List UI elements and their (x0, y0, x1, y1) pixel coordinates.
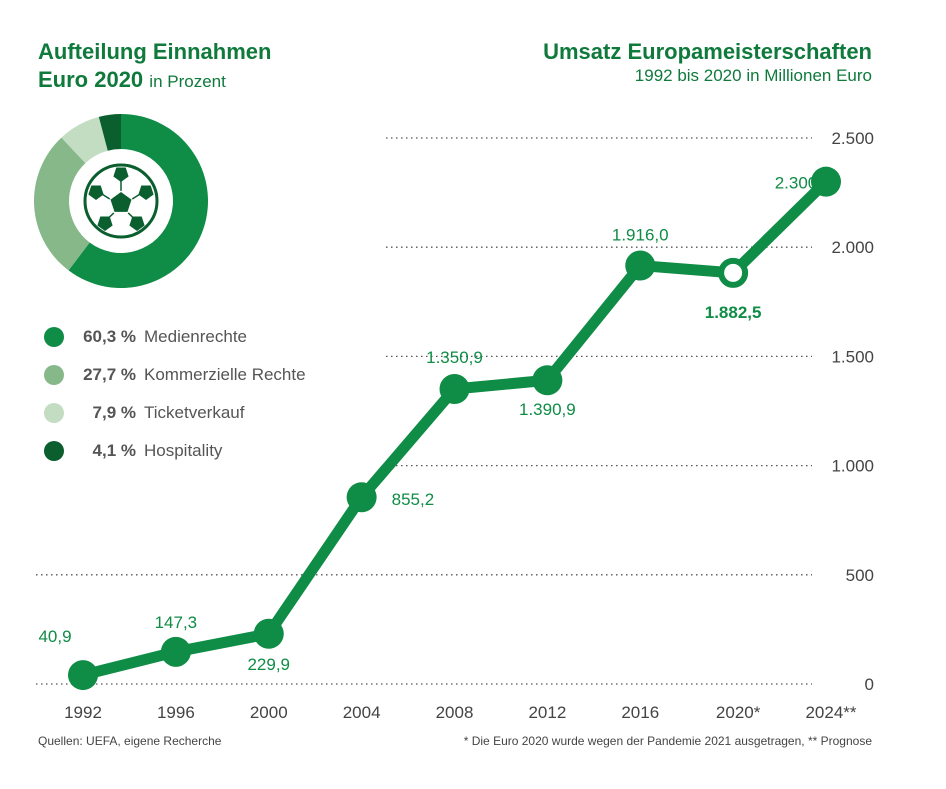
y-tick-label: 2.000 (831, 238, 874, 257)
legend-item: 27,7 % Kommerzielle Rechte (44, 356, 306, 394)
legend-percent: 4,1 % (92, 441, 136, 460)
x-tick-label: 2000 (250, 703, 288, 722)
y-tick-label: 1.000 (831, 457, 874, 476)
data-label: 1.350,9 (426, 348, 483, 367)
data-label: 1.916,0 (612, 226, 669, 245)
source-note: Quellen: UEFA, eigene Recherche (38, 734, 222, 748)
pie-title-suffix: in Prozent (149, 72, 226, 91)
legend-label: Ticketverkauf (144, 403, 245, 422)
legend-label: Kommerzielle Rechte (144, 365, 306, 384)
data-label: 147,3 (155, 613, 198, 632)
data-label: 1.390,9 (519, 400, 576, 419)
x-tick-label: 2024** (805, 703, 856, 722)
legend-percent: 7,9 % (92, 403, 136, 422)
data-point (346, 482, 377, 513)
data-label: 1.882,5 (705, 303, 762, 322)
footnote: * Die Euro 2020 wurde wegen der Pandemie… (463, 734, 872, 748)
line-chart-title: Umsatz Europameisterschaften (543, 39, 872, 64)
y-tick-label: 0 (865, 675, 874, 694)
x-tick-label: 2012 (528, 703, 566, 722)
legend-label: Medienrechte (144, 327, 248, 346)
x-tick-label: 2008 (436, 703, 474, 722)
legend-item: 4,1 % Hospitality (44, 432, 306, 470)
donut-chart (34, 114, 208, 288)
legend-percent: 27,7 % (83, 365, 136, 384)
y-tick-label: 500 (846, 566, 874, 585)
pie-slice-3 (98, 114, 121, 151)
soccer-ball-icon (83, 163, 159, 239)
legend-item: 60,3 % Medienrechte (44, 318, 306, 356)
pie-title-line2: Euro 2020 (38, 67, 144, 92)
legend-swatch (44, 365, 64, 385)
pie-legend: 60,3 % Medienrechte 27,7 % Kommerzielle Rec… (44, 318, 306, 470)
pie-slice-0 (68, 114, 208, 288)
x-tick-label: 1996 (157, 703, 195, 722)
x-tick-label: 2004 (343, 703, 381, 722)
data-point-highlight (718, 257, 749, 288)
y-tick-label: 1.500 (831, 347, 874, 366)
data-point (625, 250, 656, 281)
data-label: 855,2 (392, 490, 435, 509)
legend-swatch (44, 441, 64, 461)
y-tick-label: 2.500 (831, 129, 874, 148)
data-label: 40,9 (38, 627, 71, 646)
pie-slice-2 (61, 116, 108, 164)
line-chart-subtitle: 1992 bis 2020 in Millionen Euro (634, 66, 872, 85)
x-tick-label: 1992 (64, 703, 102, 722)
data-point (532, 365, 563, 396)
legend-percent: 60,3 % (83, 327, 136, 346)
data-point (160, 636, 191, 667)
x-tick-label: 2016 (621, 703, 659, 722)
pie-slice-1 (34, 137, 90, 271)
pie-chart-title: Aufteilung Einnahmen Euro 2020 in Prozen… (38, 38, 271, 96)
data-label: 2.300 (775, 174, 818, 193)
x-tick-label: 2020* (716, 703, 761, 722)
data-point (439, 373, 470, 404)
data-label: 229,9 (247, 655, 290, 674)
data-point (68, 660, 98, 691)
legend-swatch (44, 327, 64, 347)
legend-label: Hospitality (144, 441, 223, 460)
pie-title-line1: Aufteilung Einnahmen (38, 39, 272, 64)
data-point (253, 618, 284, 649)
series-line (77, 176, 832, 681)
legend-item: 7,9 % Ticketverkauf (44, 394, 306, 432)
legend-swatch (44, 403, 64, 423)
data-point (811, 166, 841, 197)
